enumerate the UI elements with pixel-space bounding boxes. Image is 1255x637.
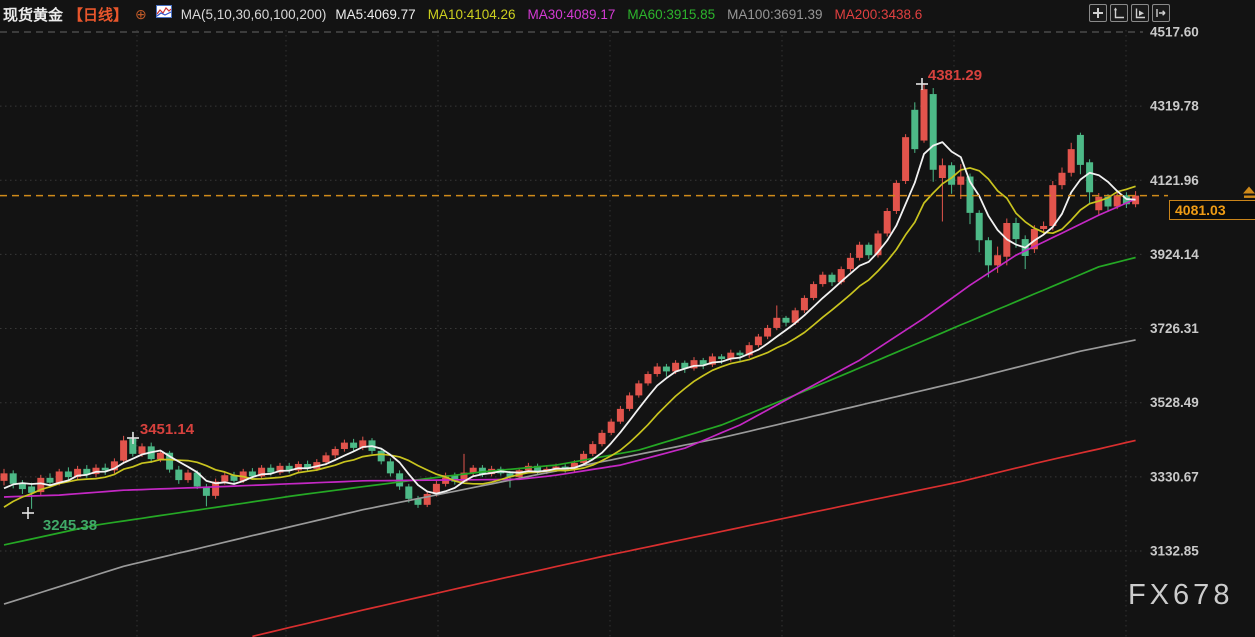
price-axis-tick: 3330.67 [1150, 469, 1199, 484]
low-price-label: 3245.38 [43, 517, 97, 534]
chart-header: 现货黄金 【日线】 ⊕ MA(5,10,30,60,100,200) MA5:4… [0, 0, 1255, 28]
last-price-label: 4081.03 [1169, 200, 1255, 220]
high-price-label: 4381.29 [928, 67, 982, 84]
ma5-line [3, 141, 1136, 495]
ma60-line [3, 256, 1136, 546]
price-axis-tick: 4121.96 [1150, 173, 1199, 188]
expand-circle-plus-icon[interactable]: ⊕ [135, 5, 147, 22]
legend-ma200: MA200:3438.6 [834, 6, 923, 22]
price-arrival-marker [1243, 186, 1255, 198]
legend-ma10: MA10:4104.26 [427, 6, 516, 22]
high-price-label: 3451.14 [140, 421, 195, 438]
exit-scale-icon[interactable] [1152, 4, 1170, 22]
mini-chart-icon[interactable] [155, 5, 172, 23]
ma100-line [3, 339, 1136, 605]
watermark: FX678 [1128, 579, 1234, 611]
price-axis-labels: 4517.60 4319.78 4121.96 3924.14 3726.31 3528.… [1150, 25, 1199, 559]
period-tag[interactable]: 【日线】 [68, 6, 129, 24]
price-axis-tick: 3132.85 [1150, 543, 1199, 558]
candlestick-series [0, 83, 1140, 509]
ma200-line [252, 439, 1136, 637]
chart-toolbar [1089, 4, 1170, 22]
price-axis-tick: 3924.14 [1150, 247, 1199, 262]
pan-icon[interactable] [1089, 4, 1107, 22]
price-axis-tick: 3726.31 [1150, 321, 1199, 336]
indicator-label: MA(5,10,30,60,100,200) [180, 6, 327, 22]
scale-y-axis-icon[interactable] [1110, 4, 1128, 22]
legend-ma100: MA100:3691.39 [727, 6, 823, 22]
low-annotation: 3245.38 [22, 507, 97, 534]
legend-ma60: MA60:3915.85 [627, 6, 716, 22]
price-axis-tick: 4517.60 [1150, 25, 1199, 40]
ma30-line [3, 198, 1136, 498]
price-axis-tick: 3528.49 [1150, 395, 1199, 410]
legend-ma30: MA30:4089.17 [527, 6, 616, 22]
high-annotation: 4381.29 [916, 67, 982, 90]
high-annotation: 3451.14 [127, 421, 195, 444]
scale-x-axis-icon[interactable] [1131, 4, 1149, 22]
ma-legend: MA5:4069.77 MA10:4104.26 MA30:4089.17 MA60:… [335, 7, 922, 22]
ma10-line [3, 167, 1136, 508]
time-gridlines [136, 30, 1127, 637]
legend-ma5: MA5:4069.77 [335, 6, 416, 22]
instrument-title: 现货黄金 [3, 6, 64, 24]
price-axis-tick: 4319.78 [1150, 99, 1199, 114]
